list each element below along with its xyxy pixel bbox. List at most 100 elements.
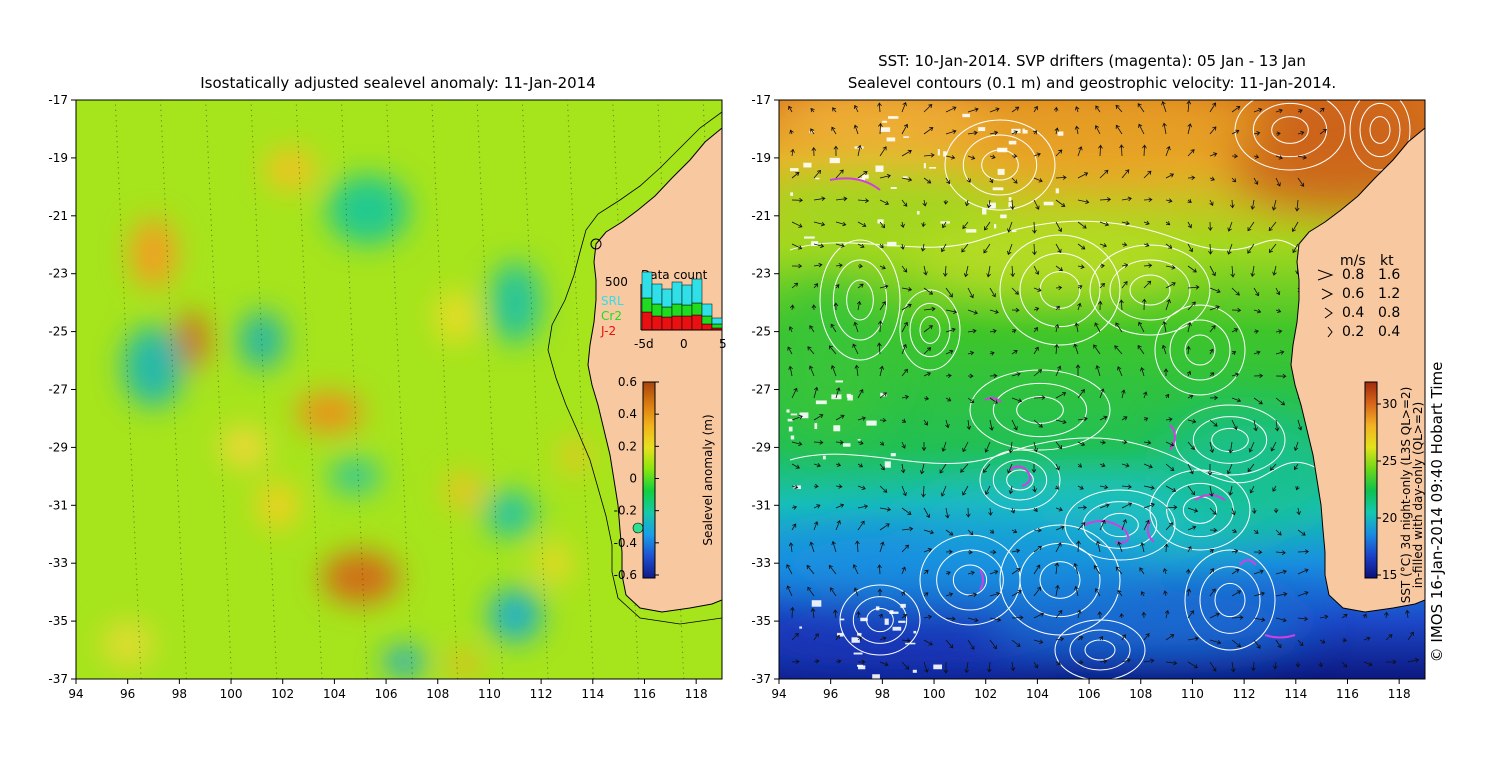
cloud-gap	[940, 221, 950, 224]
histogram-bar	[661, 288, 673, 308]
cloud-gap	[815, 400, 827, 405]
cloud-gap	[982, 208, 987, 215]
lon-tick-label: 102	[974, 687, 997, 701]
left-coastline	[587, 127, 722, 613]
histogram-bar	[651, 303, 663, 317]
cloud-gap	[887, 241, 897, 247]
cloud-gap	[962, 113, 971, 118]
velocity-legend-kt: 1.6	[1378, 267, 1400, 283]
legend-j2: J-2	[600, 324, 616, 338]
cloud-gap	[860, 617, 868, 622]
lon-tick-label: 106	[375, 687, 398, 701]
sealevel-contour	[1109, 259, 1191, 321]
anomaly-blob	[489, 589, 542, 642]
cloud-gap	[1000, 214, 1007, 219]
sealevel-contour	[981, 149, 1019, 181]
colorbar-tick-label: 25	[1382, 454, 1397, 468]
right-sst-map: SST: 10-Jan-2014. SVP drifters (magenta)…	[751, 52, 1446, 701]
sealevel-contour	[1089, 244, 1211, 336]
lon-tick-label: 110	[1181, 687, 1204, 701]
sealevel-contour	[1359, 102, 1401, 158]
sealevel-contour	[979, 449, 1061, 511]
sealevel-contour	[846, 279, 874, 321]
sealevel-contour	[839, 584, 921, 656]
left-colorbar-label: Sealevel anomaly (m)	[701, 414, 715, 545]
cloud-gap	[851, 637, 860, 643]
drifter-track	[1194, 494, 1226, 501]
cloud-gap	[890, 611, 899, 614]
anomaly-blob	[220, 427, 268, 468]
lat-tick-label: -29	[751, 440, 771, 454]
right-colorbar-ticks: 30 25 20 15	[1377, 397, 1397, 582]
legend-cr2: Cr2	[601, 309, 622, 323]
cloud-gap	[861, 174, 869, 179]
lat-tick-label: -33	[751, 556, 771, 570]
cloud-gap	[937, 149, 940, 156]
cloud-gap	[836, 632, 844, 637]
anomaly-blob	[295, 392, 363, 433]
anomaly-blob	[321, 551, 399, 604]
anomaly-blob	[561, 438, 588, 474]
left-station-marker	[590, 238, 602, 250]
cloud-gap	[987, 202, 996, 209]
sealevel-contour	[999, 524, 1121, 636]
cloud-gap	[1012, 230, 1017, 233]
cloud-gap	[856, 664, 863, 667]
lat-tick-label: -27	[751, 383, 771, 397]
cloud-gap	[1057, 131, 1064, 136]
cloud-gap	[978, 127, 986, 132]
anomaly-blob	[130, 218, 177, 289]
anomaly-blob	[101, 621, 154, 668]
cloud-gap	[788, 426, 793, 432]
sealevel-contour	[1166, 482, 1234, 538]
lon-tick-label: 108	[1129, 687, 1152, 701]
sealevel-contour	[1271, 116, 1309, 144]
lon-tick-label: 106	[1078, 687, 1101, 701]
lat-tick-label: -21	[751, 209, 771, 223]
lon-tick-label: 100	[923, 687, 946, 701]
velocity-legend-ms-header: m/s	[1340, 253, 1366, 269]
hist-xtick-0: -5d	[634, 337, 654, 351]
histogram-bar	[641, 297, 653, 313]
lon-tick-label: 112	[1233, 687, 1256, 701]
lon-tick-label: 118	[685, 687, 708, 701]
lon-tick-label: 116	[1336, 687, 1359, 701]
sealevel-contour	[1169, 319, 1231, 381]
lat-tick-label: -35	[751, 614, 771, 628]
drifter-track	[1264, 634, 1296, 639]
anomaly-blob	[484, 490, 536, 538]
cloud-gap	[875, 165, 884, 172]
anomaly-blob	[176, 311, 208, 370]
cloud-gap	[965, 229, 977, 233]
cloud-gap	[879, 127, 891, 132]
cloud-gap	[1022, 128, 1025, 131]
lat-tick-label: -17	[48, 93, 68, 107]
lon-tick-label: 112	[530, 687, 553, 701]
cloud-gap	[913, 630, 917, 634]
data-count-histogram	[641, 271, 723, 331]
cloud-gap	[1022, 129, 1028, 134]
data-count-inset: Data count 500 SRL Cr2 J-2 -5d 0 5	[600, 268, 727, 351]
velocity-legend-arrow	[1324, 307, 1333, 319]
left-map-axes: 94 96 98 100 102 104 106 108 110 112 114 116 118 -17 -…	[48, 93, 707, 701]
sealevel-contour	[866, 607, 894, 633]
cloud-gap	[1008, 197, 1012, 202]
histogram-bar	[661, 306, 673, 318]
lat-tick-label: -31	[751, 498, 771, 512]
anomaly-blob	[448, 652, 480, 677]
lat-tick-label: -31	[48, 498, 68, 512]
histogram-bar	[671, 281, 683, 305]
lon-tick-label: 102	[271, 687, 294, 701]
velocity-legend-arrow	[1327, 326, 1333, 338]
anomaly-blob	[256, 482, 299, 529]
velocity-legend-ms: 0.4	[1342, 305, 1364, 321]
lat-tick-label: -21	[48, 209, 68, 223]
colorbar-tick-label: 0.6	[618, 375, 637, 389]
sealevel-contour	[852, 596, 908, 644]
legend-srl: SRL	[601, 294, 624, 308]
cloud-gap	[902, 176, 908, 179]
cloud-gap	[882, 120, 888, 123]
lon-tick-label: 104	[323, 687, 346, 701]
cloud-gap	[872, 674, 880, 679]
histogram-bar	[681, 304, 693, 317]
